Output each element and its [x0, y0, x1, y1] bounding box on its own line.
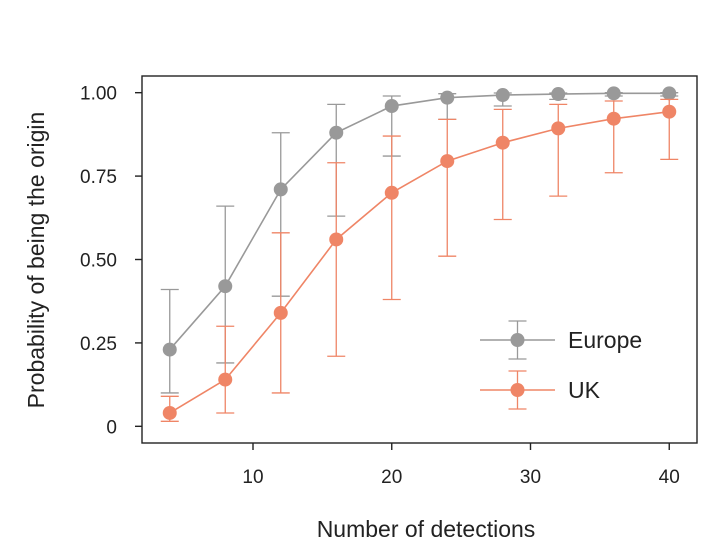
- data-point: [162, 342, 177, 357]
- data-point: [662, 104, 677, 119]
- x-tick-label: 20: [381, 467, 402, 488]
- legend: Europe UK: [480, 320, 642, 410]
- legend-label: UK: [568, 377, 601, 403]
- data-point: [273, 305, 288, 320]
- data-point: [662, 86, 677, 101]
- data-point: [606, 111, 621, 126]
- data-point: [440, 90, 455, 105]
- series-line: [169, 92, 670, 351]
- x-tick-label: 40: [659, 467, 680, 488]
- data-point: [495, 88, 510, 103]
- data-point: [218, 372, 233, 387]
- data-point: [384, 99, 399, 114]
- series-layer: [160, 86, 679, 422]
- y-tick-label: 0.25: [80, 334, 117, 355]
- data-point: [329, 232, 344, 247]
- data-point: [384, 185, 399, 200]
- series-line: [169, 110, 670, 414]
- data-point: [606, 86, 621, 101]
- legend-marker: [510, 333, 525, 347]
- data-point: [495, 135, 510, 150]
- series-uk: [160, 98, 679, 422]
- x-axis-title: Number of detections: [317, 516, 536, 541]
- data-point: [218, 279, 233, 294]
- y-tick-label: 0.75: [80, 167, 117, 188]
- y-tick-label: 1.00: [80, 84, 117, 105]
- x-tick-label: 30: [520, 467, 541, 488]
- data-point: [273, 182, 288, 197]
- legend-item-europe: Europe: [480, 320, 642, 360]
- y-axis: 0 0.25 0.50 0.75 1.00: [80, 84, 142, 438]
- data-point: [551, 87, 566, 102]
- data-point: [329, 125, 344, 140]
- legend-item-uk: UK: [480, 370, 601, 410]
- data-point: [551, 121, 566, 136]
- x-axis: 10 20 30 40: [242, 443, 680, 488]
- data-point: [440, 154, 455, 169]
- y-tick-label: 0.50: [80, 251, 117, 272]
- x-tick-label: 10: [242, 467, 263, 488]
- legend-label: Europe: [568, 327, 642, 353]
- y-tick-label: 0: [106, 417, 117, 438]
- y-axis-title: Probability of being the origin: [23, 112, 49, 409]
- legend-marker: [510, 383, 525, 397]
- data-point: [162, 405, 177, 420]
